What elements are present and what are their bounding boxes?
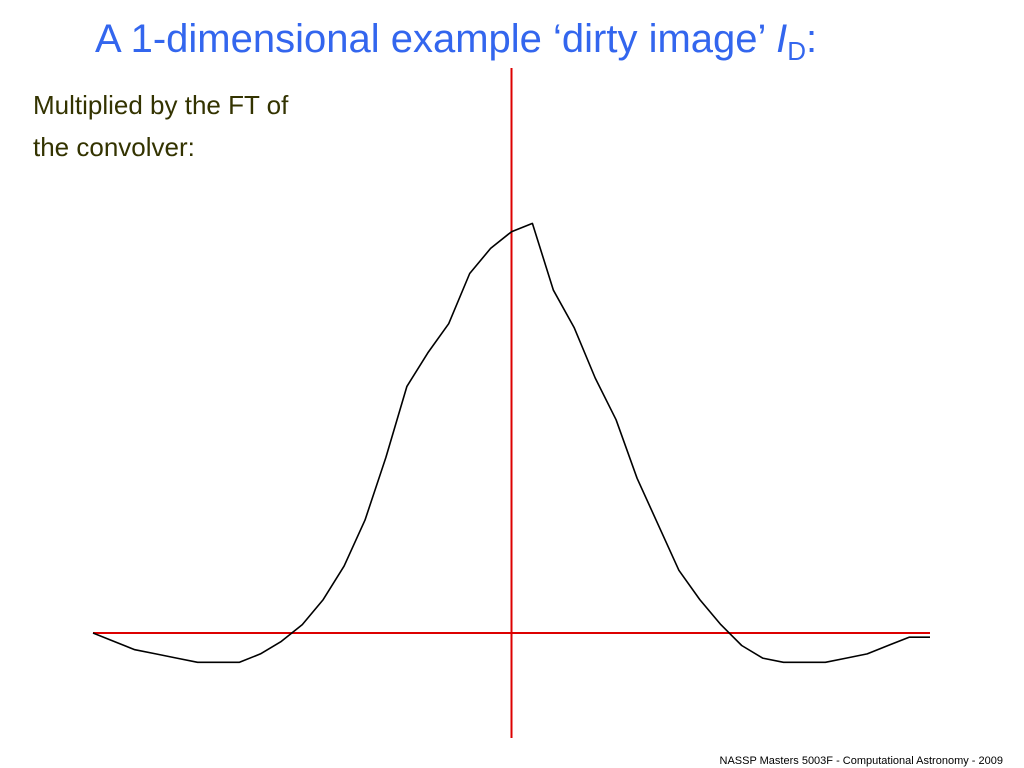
- title-text: A 1-dimensional example ‘dirty image’: [95, 17, 776, 61]
- subtitle-line: the convolver:: [33, 132, 195, 162]
- subtitle-line: Multiplied by the FT of: [33, 90, 289, 120]
- title-subscript: D: [787, 36, 806, 66]
- slide-title: A 1-dimensional example ‘dirty image’ ID…: [95, 17, 817, 66]
- title-symbol: I: [776, 17, 787, 61]
- title-suffix: :: [806, 17, 817, 61]
- data-line: [92, 222, 930, 664]
- footer: NASSP Masters 5003F - Computational Astr…: [720, 755, 1004, 767]
